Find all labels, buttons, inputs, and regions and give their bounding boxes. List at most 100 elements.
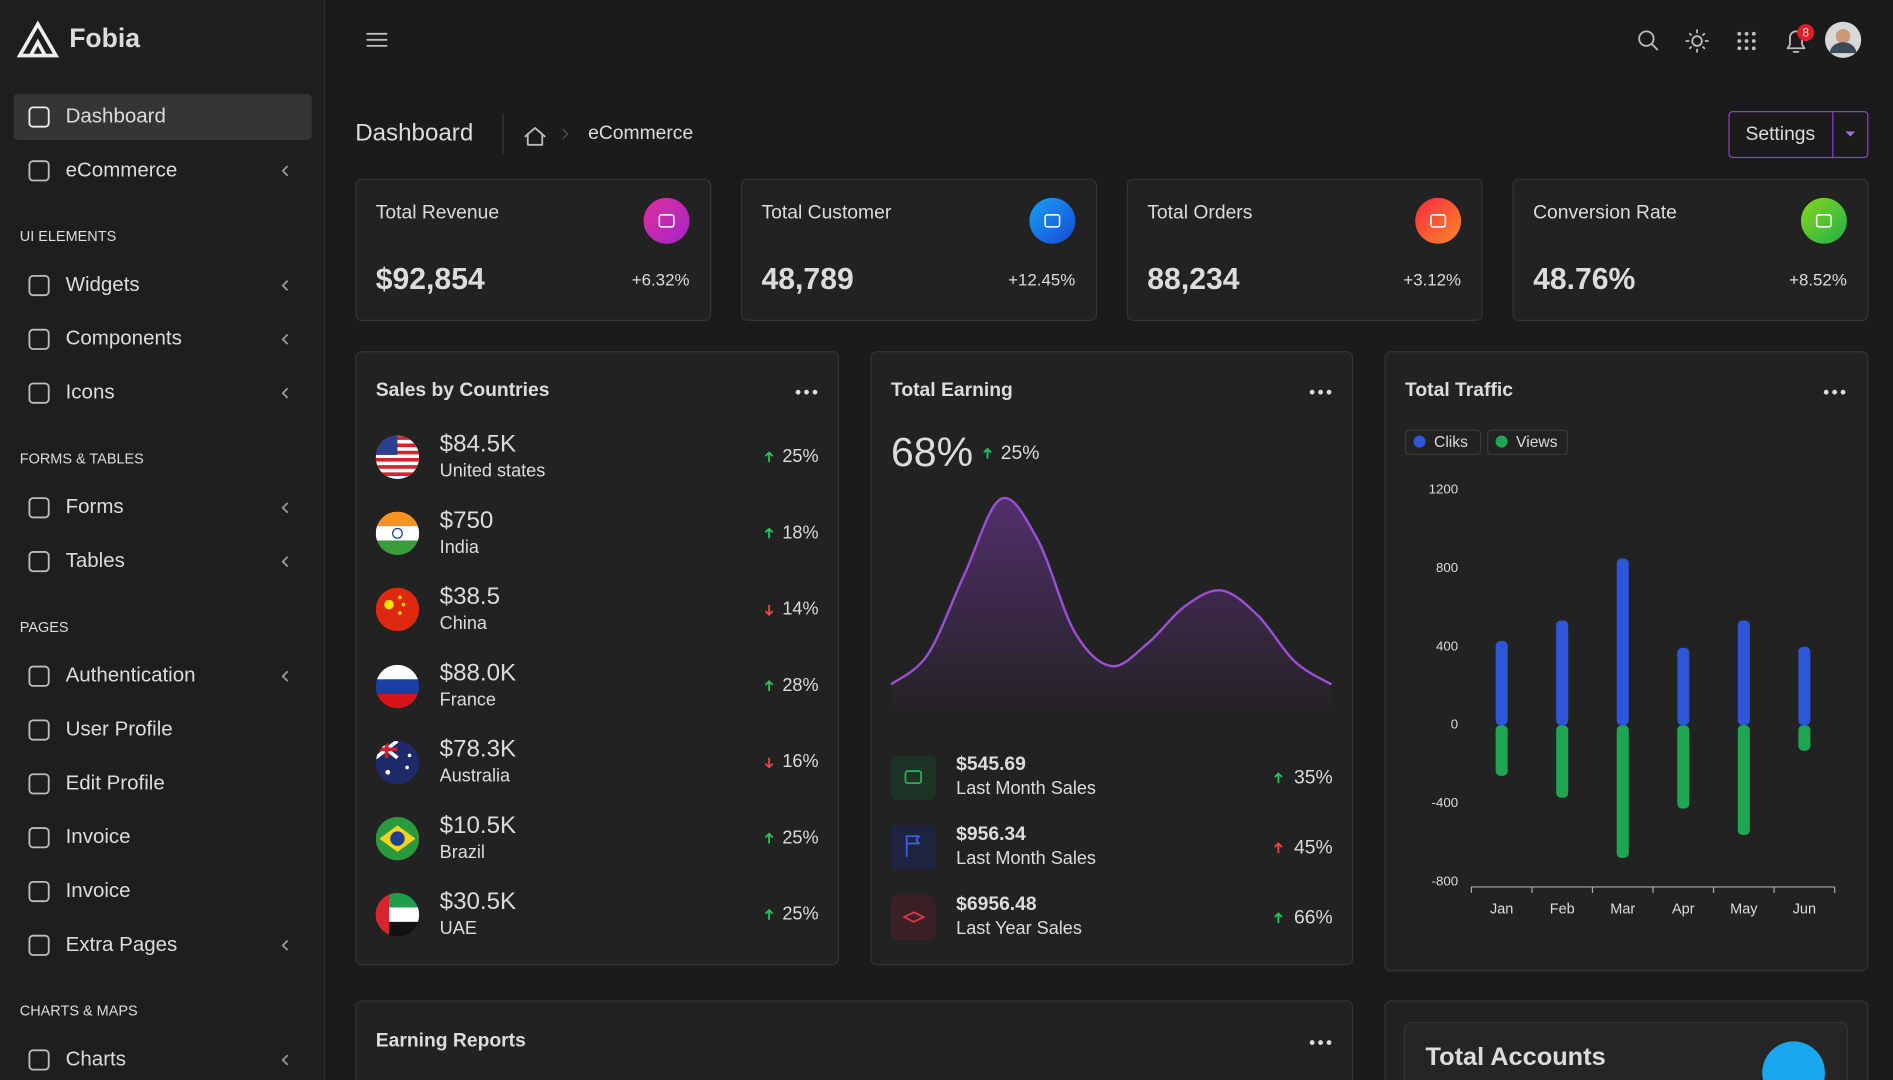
sales-change: 16% bbox=[782, 751, 818, 771]
legend-label: Cliks bbox=[1434, 434, 1468, 451]
notification-badge bbox=[1797, 24, 1815, 42]
nav-item[interactable]: Forms bbox=[66, 495, 124, 518]
nav-item[interactable]: Components bbox=[66, 327, 182, 350]
earning-change: 25% bbox=[1001, 443, 1040, 464]
sales-amount: $88.0K bbox=[440, 659, 516, 686]
bar bbox=[1677, 647, 1690, 726]
nav-item[interactable]: Icons bbox=[66, 381, 115, 404]
nav-icon bbox=[28, 665, 50, 687]
y-tick-label: 400 bbox=[1436, 638, 1458, 653]
accounts-icon bbox=[1762, 1041, 1825, 1080]
nav-icon bbox=[28, 1049, 50, 1071]
nav-icon bbox=[28, 274, 50, 297]
nav-icon bbox=[28, 719, 50, 741]
nav-item[interactable]: Tables bbox=[66, 549, 125, 572]
stat-value: $92,854 bbox=[376, 263, 485, 296]
bar bbox=[1737, 725, 1750, 836]
settings-button[interactable] bbox=[1728, 111, 1869, 159]
settings-caret[interactable] bbox=[1845, 131, 1856, 137]
nav-item[interactable]: eCommerce bbox=[66, 158, 178, 181]
nav-item[interactable]: Authentication bbox=[66, 664, 196, 687]
trend-arrow bbox=[1274, 772, 1283, 784]
stat-value: 88,234 bbox=[1147, 263, 1239, 296]
sales-country: United states bbox=[440, 461, 546, 481]
section-label: PAGES bbox=[20, 620, 69, 636]
y-tick-label: -400 bbox=[1432, 795, 1459, 810]
sales-change: 14% bbox=[782, 599, 818, 619]
nav-item[interactable]: Invoice bbox=[66, 825, 131, 848]
nav-item[interactable]: Invoice bbox=[66, 879, 131, 902]
trend-arrow bbox=[1274, 842, 1283, 854]
earning-line bbox=[890, 496, 1333, 686]
stat-icon-glyph bbox=[1430, 214, 1447, 228]
sales-change: 18% bbox=[782, 522, 818, 542]
flag-india bbox=[375, 511, 420, 556]
more-menus[interactable] bbox=[795, 389, 1846, 1046]
nav-icon bbox=[28, 328, 50, 350]
bar bbox=[1798, 725, 1811, 751]
y-tick-label: 1200 bbox=[1429, 481, 1459, 496]
bar bbox=[1616, 558, 1629, 726]
apps[interactable] bbox=[1737, 31, 1756, 51]
section-label: CHARTS & MAPS bbox=[20, 1004, 138, 1020]
stat-card bbox=[1512, 178, 1869, 321]
flag-france bbox=[375, 664, 420, 709]
breadcrumb-sep bbox=[562, 128, 569, 140]
chevron bbox=[281, 1054, 289, 1066]
home-icon[interactable] bbox=[524, 127, 546, 146]
stat-label: Total Customer bbox=[762, 203, 892, 224]
nav-icon bbox=[28, 160, 50, 182]
nav-icon bbox=[28, 773, 50, 795]
search[interactable] bbox=[1638, 30, 1659, 51]
brand: Fobia bbox=[69, 23, 140, 53]
card-title: Total Earning bbox=[891, 380, 1013, 401]
sales-amount: $10.5K bbox=[440, 812, 516, 839]
chevron bbox=[281, 387, 289, 399]
nav-item[interactable]: Dashboard bbox=[66, 104, 166, 127]
nav-active bbox=[13, 94, 312, 140]
earning-label: Last Month Sales bbox=[956, 778, 1096, 798]
sidebar bbox=[0, 0, 324, 1080]
theme-toggle[interactable] bbox=[1685, 29, 1709, 53]
legend-label: Views bbox=[1516, 434, 1558, 451]
stat-value: 48,789 bbox=[762, 263, 854, 296]
sales-change: 25% bbox=[782, 904, 818, 924]
flag-brazil bbox=[375, 816, 420, 861]
avatar[interactable] bbox=[1824, 21, 1862, 58]
chevron bbox=[281, 939, 289, 951]
trend-arrow bbox=[983, 447, 992, 459]
card-title: Earning Reports bbox=[376, 1030, 526, 1051]
section-label: UI ELEMENTS bbox=[20, 229, 116, 245]
trend-arrow bbox=[764, 832, 774, 844]
sales-amount: $38.5 bbox=[440, 583, 500, 610]
x-tick-label: Jun bbox=[1793, 902, 1816, 918]
earning-label: Last Month Sales bbox=[956, 848, 1096, 868]
nav-icon bbox=[28, 382, 50, 404]
nav-item[interactable]: Edit Profile bbox=[66, 771, 165, 794]
nav-icon bbox=[28, 934, 50, 956]
trend-arrow bbox=[764, 680, 774, 691]
nav-item[interactable]: Extra Pages bbox=[66, 933, 178, 956]
sales-amount: $78.3K bbox=[440, 736, 516, 763]
nav-item[interactable]: Charts bbox=[66, 1047, 126, 1070]
nav-icon bbox=[28, 106, 50, 128]
stat-change: +12.45% bbox=[1008, 271, 1075, 290]
nav-icon bbox=[28, 497, 50, 519]
nav-item[interactable]: User Profile bbox=[66, 717, 173, 740]
cards bbox=[355, 351, 1869, 1080]
nav-item[interactable]: Widgets bbox=[66, 273, 140, 296]
legend-chip[interactable] bbox=[1405, 429, 1482, 455]
notification-count: 8 bbox=[1802, 25, 1809, 39]
bar bbox=[1798, 646, 1811, 726]
legend-chip[interactable] bbox=[1487, 429, 1568, 455]
stat-label: Total Revenue bbox=[376, 203, 499, 224]
bar bbox=[1556, 620, 1569, 726]
sales-country: UAE bbox=[440, 918, 477, 938]
stat-icon bbox=[643, 197, 690, 244]
earning-row-change: 66% bbox=[1294, 907, 1333, 928]
chevron bbox=[281, 165, 289, 177]
flag-australia bbox=[375, 740, 420, 785]
menu-toggle[interactable] bbox=[366, 32, 388, 47]
